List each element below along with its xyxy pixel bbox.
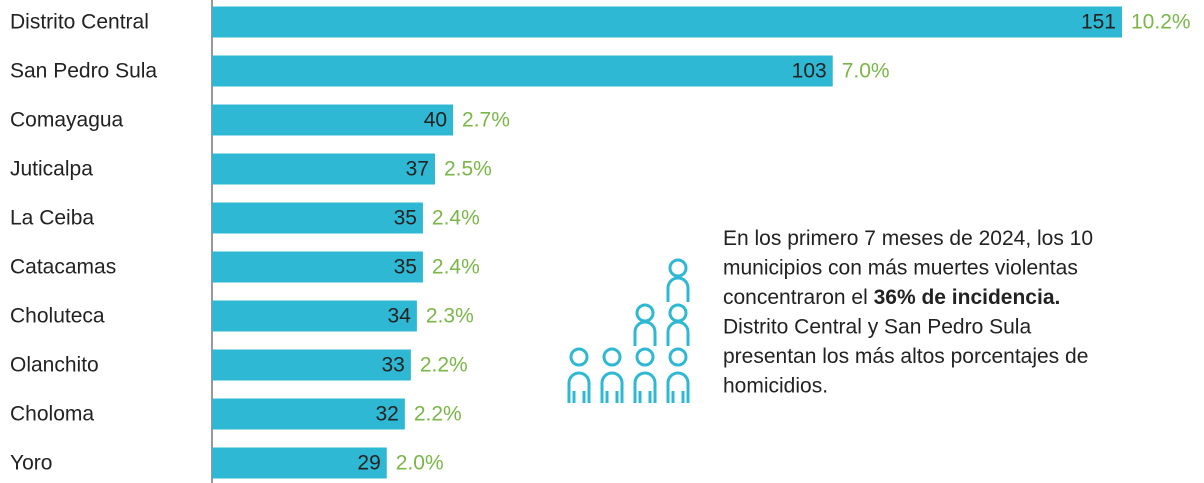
bar — [212, 251, 423, 283]
category-label: Distrito Central — [10, 11, 149, 34]
value-label: 37 — [406, 158, 429, 181]
value-label: 40 — [424, 109, 447, 132]
value-label: 32 — [375, 403, 398, 426]
bar — [212, 398, 405, 430]
annotation-line: presentan los más altos porcentajes de — [723, 345, 1088, 368]
annotation-text: homicidios. — [723, 374, 828, 397]
share-label: 2.2% — [420, 354, 468, 377]
bar — [212, 300, 417, 332]
value-label: 35 — [394, 207, 417, 230]
value-label: 34 — [388, 305, 412, 328]
annotation-text: concentraron el — [723, 286, 874, 309]
bar — [212, 349, 411, 381]
share-label: 2.2% — [414, 403, 462, 426]
value-label: 151 — [1081, 11, 1116, 34]
bar — [212, 447, 387, 479]
annotation-line: concentraron el 36% de incidencia. — [723, 286, 1060, 309]
category-label: La Ceiba — [10, 207, 94, 230]
category-label: Juticalpa — [10, 158, 93, 181]
people-icon — [567, 258, 690, 403]
share-label: 2.3% — [426, 305, 474, 328]
share-label: 7.0% — [842, 60, 890, 83]
annotation-line: homicidios. — [723, 374, 828, 397]
annotation-line: En los primero 7 meses de 2024, los 10 — [723, 227, 1093, 250]
annotation-text: 36% de incidencia. — [874, 286, 1061, 309]
value-label: 35 — [394, 256, 417, 279]
value-label: 29 — [357, 452, 380, 475]
share-label: 2.4% — [432, 256, 480, 279]
annotation-text: En los primero 7 meses de 2024, los 10 — [723, 227, 1093, 250]
category-label: San Pedro Sula — [10, 60, 157, 83]
annotation-text: municipios con más muertes violentas — [723, 256, 1078, 279]
bar — [212, 202, 423, 234]
bar — [212, 153, 435, 185]
value-label: 103 — [792, 60, 827, 83]
annotation-line: municipios con más muertes violentas — [723, 256, 1078, 279]
category-label: Choloma — [10, 403, 94, 426]
share-label: 10.2% — [1131, 11, 1191, 34]
category-label: Olanchito — [10, 354, 99, 377]
bar — [212, 6, 1122, 38]
bar — [212, 104, 454, 136]
share-label: 2.0% — [396, 452, 444, 475]
category-label: Catacamas — [10, 256, 116, 279]
share-label: 2.7% — [462, 109, 510, 132]
annotation-text: Distrito Central y San Pedro Sula — [723, 315, 1031, 338]
category-label: Comayagua — [10, 109, 124, 132]
share-label: 2.5% — [444, 158, 492, 181]
category-label: Choluteca — [10, 305, 105, 328]
annotation-text: presentan los más altos porcentajes de — [723, 345, 1088, 368]
value-label: 33 — [382, 354, 405, 377]
share-label: 2.4% — [432, 207, 480, 230]
bar — [212, 55, 833, 87]
category-label: Yoro — [10, 452, 52, 475]
annotation-line: Distrito Central y San Pedro Sula — [723, 315, 1031, 338]
